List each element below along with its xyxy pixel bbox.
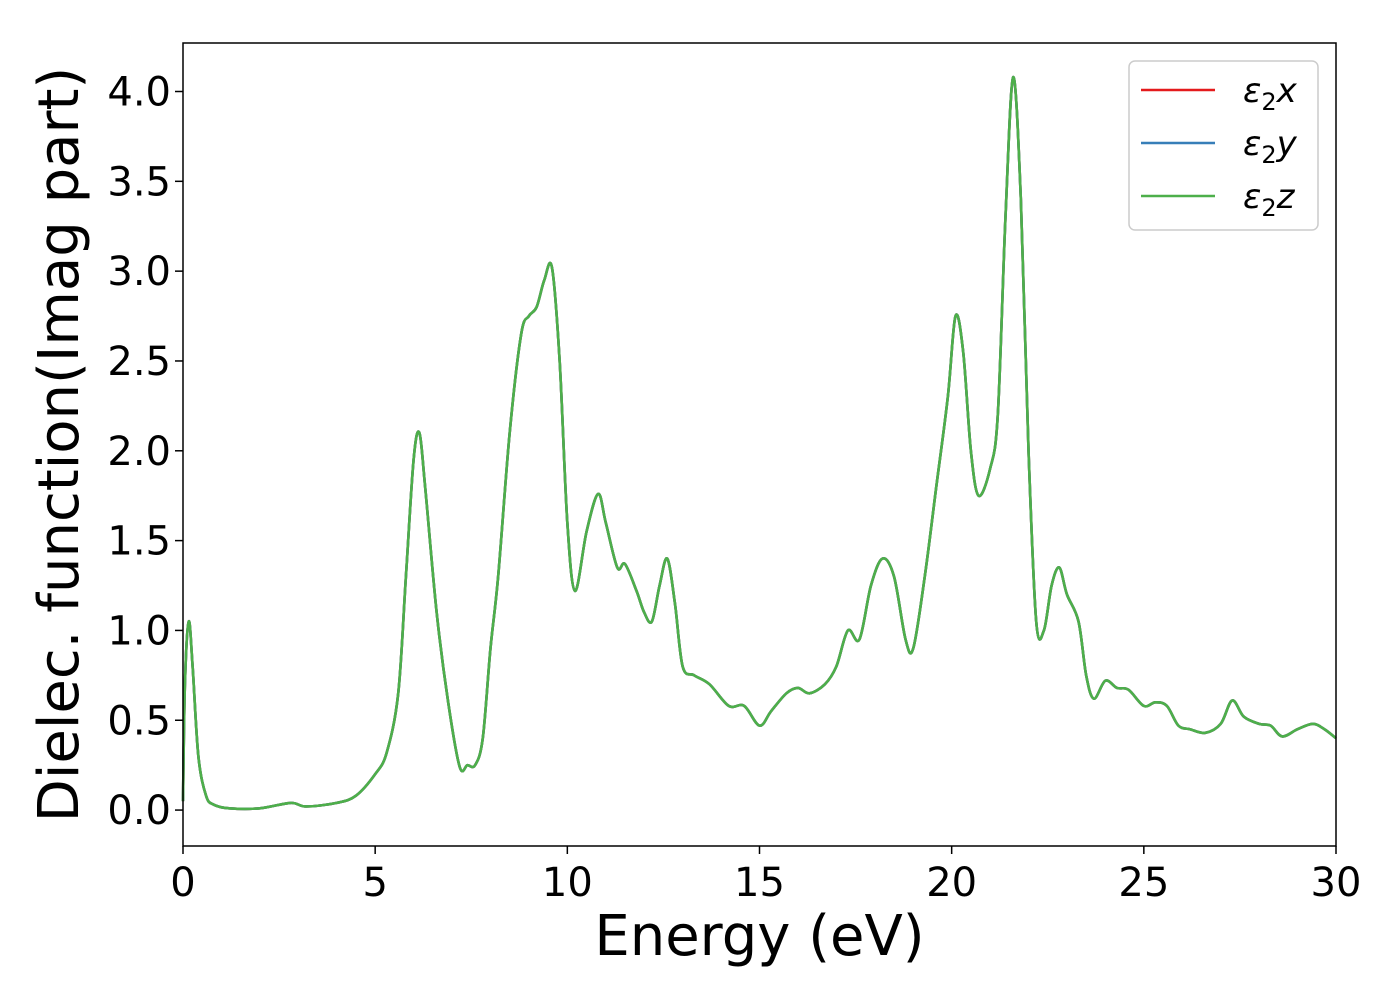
y-axis-ticks: 0.0 0.5 1.0 1.5 2.0 2.5 3.0 3.5 4.0	[107, 70, 183, 834]
x-tick-label: 15	[734, 860, 785, 906]
legend-label: ε2z	[1243, 177, 1296, 222]
y-tick-label: 1.0	[107, 608, 171, 654]
y-tick-label: 0.0	[107, 788, 171, 834]
x-tick-label: 20	[926, 860, 977, 906]
legend-frame	[1128, 60, 1319, 231]
y-tick-label: 2.0	[107, 429, 171, 475]
y-tick-label: 3.5	[107, 159, 171, 205]
y-tick-label: 0.5	[107, 698, 171, 744]
legend-item-x: ε2x	[1141, 71, 1298, 116]
legend-label: ε2x	[1243, 71, 1298, 116]
x-tick-label: 25	[1118, 860, 1169, 906]
legend: ε2x ε2y ε2z	[1128, 60, 1319, 231]
x-axis-label: Energy (eV)	[594, 904, 924, 969]
legend-label: ε2y	[1243, 124, 1298, 169]
x-tick-label: 0	[170, 860, 195, 906]
x-tick-label: 5	[362, 860, 387, 906]
legend-item-z: ε2z	[1141, 177, 1296, 222]
y-tick-label: 2.5	[107, 339, 171, 385]
x-axis-ticks: 0 5 10 15 20 25 30	[170, 846, 1361, 906]
x-tick-label: 10	[542, 860, 593, 906]
series-line-z	[181, 75, 1337, 811]
y-tick-label: 4.0	[107, 70, 171, 116]
series-layer	[181, 75, 1337, 811]
x-tick-label: 30	[1311, 860, 1362, 906]
legend-item-y: ε2y	[1141, 124, 1298, 169]
y-tick-label: 1.5	[107, 519, 171, 565]
y-axis-label: Dielec. function(Imag part)	[27, 67, 92, 823]
y-tick-label: 3.0	[107, 249, 171, 295]
